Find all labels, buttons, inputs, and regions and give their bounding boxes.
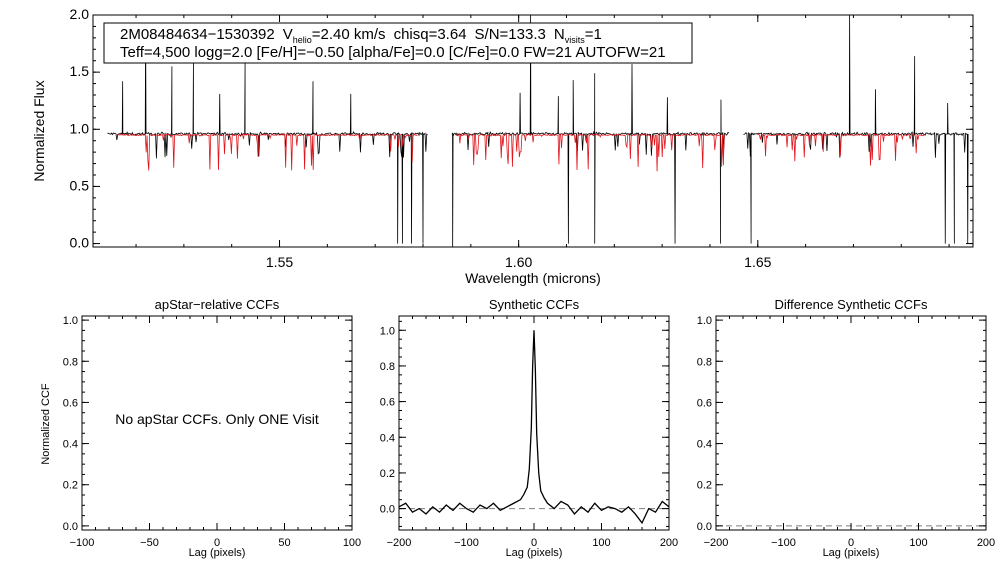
- difference-ytick-label: 1.0: [697, 315, 712, 327]
- synthetic-ytick-label: 0.2: [380, 468, 395, 480]
- spectrum-xtick-label: 1.55: [266, 254, 293, 270]
- apstar-xtick-label: −50: [140, 537, 159, 549]
- nvisits-value: =1: [585, 26, 602, 43]
- spectrum-frame: [92, 14, 974, 248]
- apstar-ylabel: Normalized CCF: [40, 383, 52, 465]
- apstar-ytick-label: 0.2: [63, 480, 78, 492]
- difference-ytick-label: 0.6: [697, 397, 712, 409]
- spectrum-ytick-label: 0.5: [70, 177, 90, 193]
- synthetic-title: Synthetic CCFs: [489, 297, 580, 312]
- spectrum-data: [107, 15, 969, 247]
- difference-xtick-label: −200: [704, 537, 729, 549]
- synthetic-ytick-label: 1.0: [380, 325, 395, 337]
- info-line-1: 2M08484634−1530392 Vhelio=2.40 km/s chisq=…: [120, 26, 602, 45]
- synthetic-xtick-label: −200: [387, 537, 412, 549]
- chisq-text: chisq=3.64: [394, 26, 467, 43]
- apstar-ytick-label: 1.0: [63, 315, 78, 327]
- apstar-xtick-label: 50: [278, 537, 290, 549]
- synthetic-ytick-label: 0.0: [380, 504, 395, 516]
- synthetic-ytick-label: 0.4: [380, 432, 395, 444]
- apstar-message: No apStar CCFs. Only ONE Visit: [115, 411, 319, 427]
- v-value: =2.40 km/s: [312, 26, 386, 43]
- info-box: [103, 22, 693, 64]
- spectrum-ytick-label: 1.5: [70, 63, 90, 79]
- difference-ytick-label: 0.0: [697, 521, 712, 533]
- difference-xtick-label: 200: [977, 537, 995, 549]
- apstar-xtick-label: 100: [343, 537, 361, 549]
- synthetic-xtick-label: −100: [454, 537, 479, 549]
- model-spectrum-line: [116, 133, 418, 171]
- difference-xlabel: Lag (pixels): [823, 547, 880, 559]
- synthetic-ytick-label: 0.6: [380, 397, 395, 409]
- synthetic-ytick-label: 0.8: [380, 361, 395, 373]
- spectrum-xtick-label: 1.60: [505, 254, 532, 270]
- difference-xtick-label: −100: [771, 537, 796, 549]
- apstar-panel: −100 −50 0 50 100 0.0 0.2 0.4 0.6 0.8 1.0 apStar−r…: [40, 297, 361, 559]
- spectrum-panel: 1.55 1.60 1.65 0.0 0.5 1.0 1.5 2.0 2M08484634−1…: [31, 6, 974, 286]
- star-id: 2M08484634−1530392: [120, 26, 275, 43]
- synthetic-xtick-label: 200: [660, 537, 678, 549]
- difference-xtick-label: 100: [909, 537, 927, 549]
- apstar-xlabel: Lag (pixels): [189, 547, 246, 559]
- apstar-ytick-label: 0.6: [63, 397, 78, 409]
- v-subscript: helio: [293, 35, 312, 45]
- spectrum-ticks: 1.55 1.60 1.65 0.0 0.5 1.0 1.5 2.0: [70, 6, 973, 270]
- difference-ticks: −200 −100 0 100 200 0.0 0.2 0.4 0.6 0.8 1.0: [697, 315, 995, 549]
- apstar-xtick-label: 0: [214, 537, 220, 549]
- nvisits-subscript: visits: [565, 35, 585, 45]
- spectrum-ylabel: Normalized Flux: [31, 80, 47, 181]
- apstar-ytick-label: 0.4: [63, 439, 78, 451]
- observed-spectrum-line: [451, 15, 730, 247]
- difference-frame: [715, 315, 987, 531]
- synthetic-ticks: −200 −100 0 100 200 0.0 0.2 0.4 0.6 0.8 1.0: [380, 316, 678, 549]
- synthetic-xtick-label: 0: [531, 537, 537, 549]
- difference-ytick-label: 0.4: [697, 439, 712, 451]
- apstar-xtick-label: −100: [70, 537, 95, 549]
- synthetic-xlabel: Lag (pixels): [506, 547, 563, 559]
- apstar-ytick-label: 0.0: [63, 521, 78, 533]
- spectrum-ytick-label: 1.0: [70, 120, 90, 136]
- synthetic-panel: −200 −100 0 100 200 0.0 0.2 0.4 0.6 0.8 1.0 Synthe…: [380, 297, 678, 559]
- spectrum-xlabel: Wavelength (microns): [465, 270, 601, 286]
- difference-panel: −200 −100 0 100 200 0.0 0.2 0.4 0.6 0.8 1.0 Differ…: [697, 297, 995, 559]
- apstar-title: apStar−relative CCFs: [155, 297, 280, 312]
- synthetic-xtick-label: 100: [592, 537, 610, 549]
- model-spectrum-line: [757, 133, 925, 166]
- difference-xtick-label: 0: [848, 537, 854, 549]
- sn-text: S/N=133.3: [475, 26, 546, 43]
- difference-ytick-label: 0.8: [697, 356, 712, 368]
- spectrum-ytick-label: 2.0: [70, 6, 90, 22]
- nvisits-label: N: [554, 26, 565, 43]
- synthetic-ccf-line: [399, 330, 669, 525]
- difference-title: Difference Synthetic CCFs: [775, 297, 928, 312]
- difference-ytick-label: 0.2: [697, 480, 712, 492]
- apstar-ticks: −100 −50 0 50 100 0.0 0.2 0.4 0.6 0.8 1.0: [63, 315, 361, 549]
- observed-spectrum-line: [743, 15, 969, 244]
- apstar-ytick-label: 0.8: [63, 356, 78, 368]
- spectrum-xtick-label: 1.65: [744, 254, 771, 270]
- v-label: V: [283, 26, 293, 43]
- spectrum-ytick-label: 0.0: [70, 235, 90, 251]
- synthetic-data: [399, 330, 669, 525]
- model-spectrum-line: [456, 133, 725, 172]
- info-line-2: Teff=4,500 logg=2.0 [Fe/H]=−0.50 [alpha/…: [120, 44, 666, 61]
